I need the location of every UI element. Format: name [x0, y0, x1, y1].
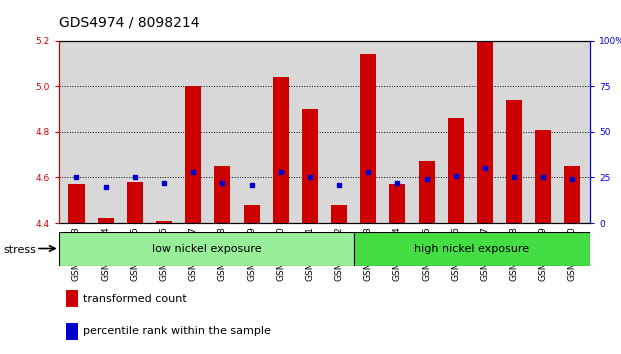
Bar	[477, 41, 493, 223]
Bar	[564, 166, 581, 223]
Bar	[127, 182, 143, 223]
Bar	[273, 77, 289, 223]
Bar	[535, 130, 551, 223]
Bar	[419, 161, 435, 223]
Bar	[448, 118, 464, 223]
Bar	[68, 184, 84, 223]
Bar	[360, 55, 376, 223]
Bar	[185, 86, 201, 223]
Bar	[214, 166, 230, 223]
Bar	[156, 221, 172, 223]
Bar	[389, 184, 406, 223]
Bar	[506, 100, 522, 223]
Bar	[354, 232, 590, 266]
Bar	[97, 218, 114, 223]
Bar	[302, 109, 318, 223]
Text: percentile rank within the sample: percentile rank within the sample	[83, 326, 271, 336]
Text: high nickel exposure: high nickel exposure	[414, 244, 530, 254]
Bar	[243, 205, 260, 223]
Bar	[59, 232, 354, 266]
Bar	[66, 290, 78, 307]
Bar	[66, 323, 78, 340]
Text: GDS4974 / 8098214: GDS4974 / 8098214	[59, 16, 199, 30]
Text: stress: stress	[3, 245, 36, 255]
Text: transformed count: transformed count	[83, 294, 187, 304]
Bar	[331, 205, 347, 223]
Text: low nickel exposure: low nickel exposure	[152, 244, 261, 254]
